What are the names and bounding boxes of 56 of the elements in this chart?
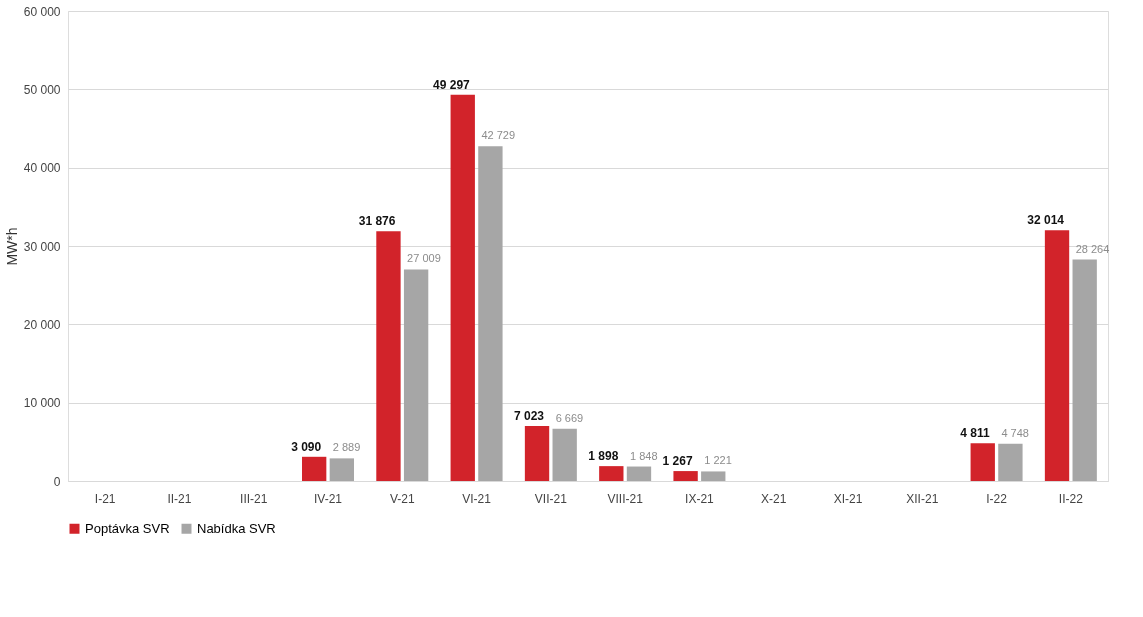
data-label: 42 729 <box>481 129 516 142</box>
bar <box>701 471 726 481</box>
x-tick-label: I-21 <box>94 491 116 506</box>
bar <box>970 443 995 481</box>
data-label: 27 009 <box>407 252 441 265</box>
bar <box>478 146 503 481</box>
bar <box>626 466 652 481</box>
x-tick-label: X-21 <box>761 491 787 506</box>
data-label: 32 014 <box>1027 213 1065 228</box>
y-tick-label: 30 000 <box>23 239 61 254</box>
data-label: 1 898 <box>588 449 619 464</box>
y-tick-label: 10 000 <box>23 396 61 411</box>
y-tick-label: 50 000 <box>23 82 61 97</box>
data-label: 4 811 <box>960 426 991 441</box>
bar <box>302 456 327 481</box>
legend-label: Poptávka SVR <box>85 520 170 536</box>
bar <box>673 471 698 481</box>
bar <box>376 231 401 481</box>
x-tick-label: VIII-21 <box>607 491 644 506</box>
x-tick-label: II-22 <box>1058 491 1084 506</box>
x-tick-label: XII-21 <box>906 491 939 506</box>
x-tick-label: VII-21 <box>534 491 568 506</box>
data-label: 7 023 <box>514 408 545 423</box>
data-label: 2 889 <box>332 441 361 454</box>
x-tick-label: III-21 <box>240 491 268 506</box>
y-axis-title: MW*h <box>3 227 20 266</box>
bar <box>998 443 1023 481</box>
x-tick-label: XI-21 <box>833 491 863 506</box>
bar <box>1044 230 1070 481</box>
data-label: 6 669 <box>555 411 584 424</box>
y-tick-label: 40 000 <box>23 161 61 176</box>
bar <box>599 466 624 481</box>
x-tick-label: II-21 <box>167 491 192 506</box>
data-label: 4 748 <box>1001 426 1029 439</box>
x-tick-label: IV-21 <box>313 491 343 506</box>
bar <box>524 425 550 481</box>
y-tick-label: 20 000 <box>23 317 61 332</box>
data-label: 1 848 <box>629 449 658 462</box>
data-label: 28 264 <box>1075 242 1110 255</box>
bar <box>552 428 577 481</box>
y-tick-label: 60 000 <box>23 4 61 19</box>
y-tick-label: 0 <box>53 474 61 489</box>
data-label: 1 221 <box>704 454 732 467</box>
data-label: 31 876 <box>358 214 396 229</box>
bar <box>450 94 475 481</box>
data-label: 1 267 <box>662 454 693 469</box>
legend-label: Nabídka SVR <box>197 520 276 536</box>
data-label: 49 297 <box>433 77 471 92</box>
bar <box>1072 259 1097 481</box>
x-tick-label: VI-21 <box>462 491 492 506</box>
x-tick-label: IX-21 <box>685 491 715 506</box>
data-label: 3 090 <box>291 439 322 454</box>
x-tick-label: V-21 <box>389 491 415 506</box>
bar <box>329 458 354 481</box>
x-tick-label: I-22 <box>986 491 1008 506</box>
bar <box>403 269 429 481</box>
